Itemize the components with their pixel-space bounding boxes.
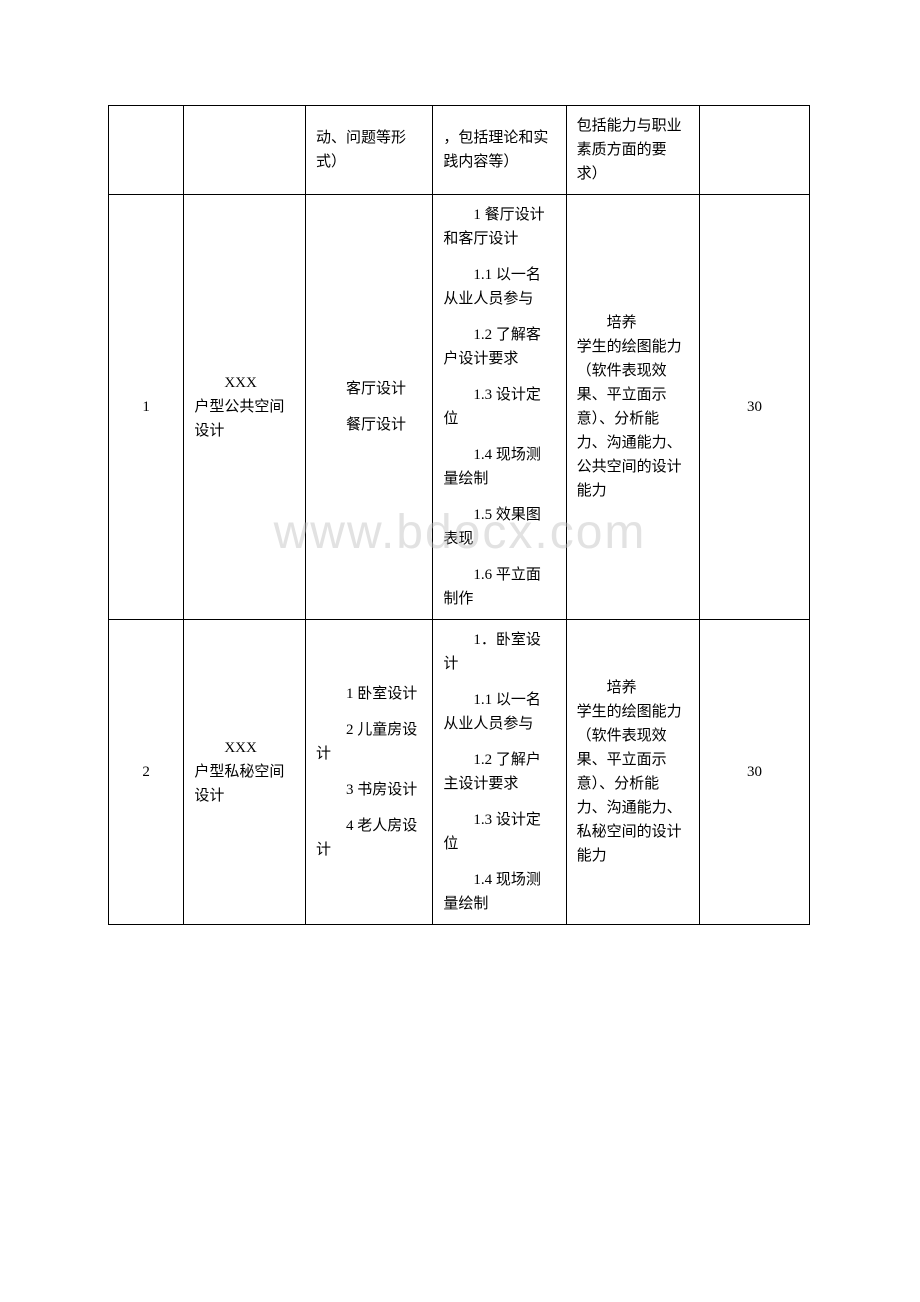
table-header-row: 动、问题等形式） ，包括理论和实践内容等） 包括能力与职业素质方面的要求） (109, 106, 810, 195)
row-tasks: 1 卧室设计 2 儿童房设计 3 书房设计 4 老人房设计 (305, 620, 432, 925)
header-cell-4: ，包括理论和实践内容等） (433, 106, 566, 195)
title-line: 户型私秘空间设计 (194, 760, 295, 808)
goal-line: 学生的绘图能力（软件表现效果、平立面示意）、分析能力、沟通能力、公共空间的设计能… (577, 335, 689, 503)
task-item: 2 儿童房设计 (316, 718, 422, 766)
content-item: 1 餐厅设计和客厅设计 (443, 203, 555, 251)
task-item: 餐厅设计 (316, 413, 422, 437)
content-item: 1.6 平立面制作 (443, 563, 555, 611)
task-item: 3 书房设计 (316, 778, 422, 802)
content-item: 1.1 以一名从业人员参与 (443, 263, 555, 311)
goal-line: 学生的绘图能力（软件表现效果、平立面示意）、分析能力、沟通能力、私秘空间的设计能… (577, 700, 689, 868)
content-item: 1.1 以一名从业人员参与 (443, 688, 555, 736)
course-table: 动、问题等形式） ，包括理论和实践内容等） 包括能力与职业素质方面的要求） 1 … (108, 105, 810, 925)
row-number: 2 (109, 620, 184, 925)
task-item: 4 老人房设计 (316, 814, 422, 862)
content-item: 1.4 现场测量绘制 (443, 868, 555, 916)
table-row: 1 XXX 户型公共空间设计 客厅设计 餐厅设计 1 餐厅设计和客厅设计 1.1… (109, 195, 810, 620)
content-item: 1.2 了解户主设计要求 (443, 748, 555, 796)
row-hours: 30 (699, 195, 809, 620)
course-table-container: 动、问题等形式） ，包括理论和实践内容等） 包括能力与职业素质方面的要求） 1 … (108, 105, 810, 925)
header-cell-2 (184, 106, 306, 195)
header-cell-3: 动、问题等形式） (305, 106, 432, 195)
content-item: 1.3 设计定位 (443, 808, 555, 856)
content-item: 1.3 设计定位 (443, 383, 555, 431)
content-item: 1．卧室设计 (443, 628, 555, 676)
content-item: 1.2 了解客户设计要求 (443, 323, 555, 371)
row-hours: 30 (699, 620, 809, 925)
task-item: 1 卧室设计 (316, 682, 422, 706)
title-line: XXX (194, 371, 295, 395)
goal-line: 培养 (577, 676, 689, 700)
header-cell-6 (699, 106, 809, 195)
row-goal: 培养 学生的绘图能力（软件表现效果、平立面示意）、分析能力、沟通能力、公共空间的… (566, 195, 699, 620)
header-cell-1 (109, 106, 184, 195)
row-content: 1．卧室设计 1.1 以一名从业人员参与 1.2 了解户主设计要求 1.3 设计… (433, 620, 566, 925)
title-line: 户型公共空间设计 (194, 395, 295, 443)
row-tasks: 客厅设计 餐厅设计 (305, 195, 432, 620)
content-item: 1.4 现场测量绘制 (443, 443, 555, 491)
task-item: 客厅设计 (316, 377, 422, 401)
header-cell-5: 包括能力与职业素质方面的要求） (566, 106, 699, 195)
row-number: 1 (109, 195, 184, 620)
row-goal: 培养 学生的绘图能力（软件表现效果、平立面示意）、分析能力、沟通能力、私秘空间的… (566, 620, 699, 925)
row-title: XXX 户型私秘空间设计 (184, 620, 306, 925)
row-title: XXX 户型公共空间设计 (184, 195, 306, 620)
row-content: 1 餐厅设计和客厅设计 1.1 以一名从业人员参与 1.2 了解客户设计要求 1… (433, 195, 566, 620)
goal-line: 培养 (577, 311, 689, 335)
content-item: 1.5 效果图表现 (443, 503, 555, 551)
title-line: XXX (194, 736, 295, 760)
table-row: 2 XXX 户型私秘空间设计 1 卧室设计 2 儿童房设计 3 书房设计 4 老… (109, 620, 810, 925)
